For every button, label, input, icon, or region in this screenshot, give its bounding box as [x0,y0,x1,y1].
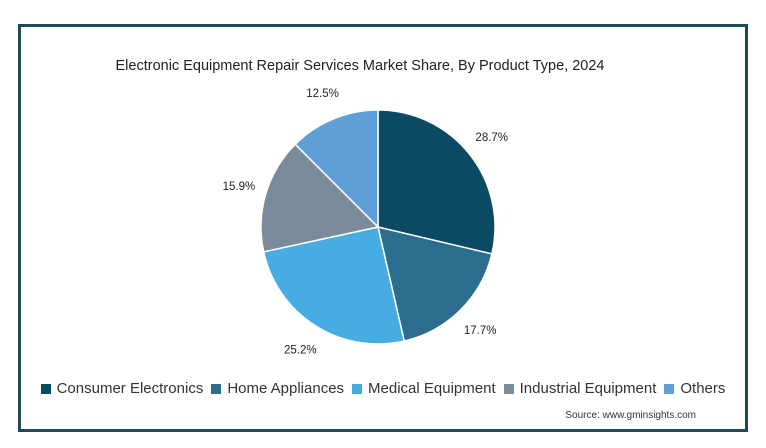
legend-swatch [352,383,363,394]
legend-item-consumer-electronics: Consumer Electronics [40,380,204,397]
pie-data-label: 12.5% [306,88,339,100]
pie-slice-consumer-electronics [377,109,496,255]
legend-item-others: Others [664,380,725,397]
pie-slice-medical-equipment [262,226,406,345]
legend-swatch [211,383,222,394]
legend-swatch [503,383,514,394]
chart-legend: Consumer Electronics Home Appliances Med… [0,380,766,397]
pie-slice-industrial-equipment [260,143,380,253]
pie-data-label: 28.7% [475,132,508,144]
legend-swatch [40,383,51,394]
pie-slice-home-appliances [376,225,493,342]
pie-data-label: 15.9% [223,181,256,193]
source-note: Source: www.gminsights.com [565,410,696,421]
legend-item-industrial-equipment: Industrial Equipment [503,380,657,397]
legend-swatch [664,383,675,394]
pie-data-label: 17.7% [464,325,497,337]
legend-item-home-appliances: Home Appliances [211,380,344,397]
legend-label: Others [680,380,726,397]
legend-item-medical-equipment: Medical Equipment [352,380,496,397]
chart-title: Electronic Equipment Repair Services Mar… [115,58,605,74]
pie-slice-others [294,109,379,229]
pie-labels: 28.7% 17.7% 25.2% 15.9% 12.5% [223,88,508,356]
pie-data-label: 25.2% [284,344,317,356]
legend-label: Home Appliances [227,380,345,397]
pie-slices [260,109,496,345]
legend-label: Consumer Electronics [56,380,204,397]
legend-label: Industrial Equipment [519,380,657,397]
legend-label: Medical Equipment [368,380,496,397]
